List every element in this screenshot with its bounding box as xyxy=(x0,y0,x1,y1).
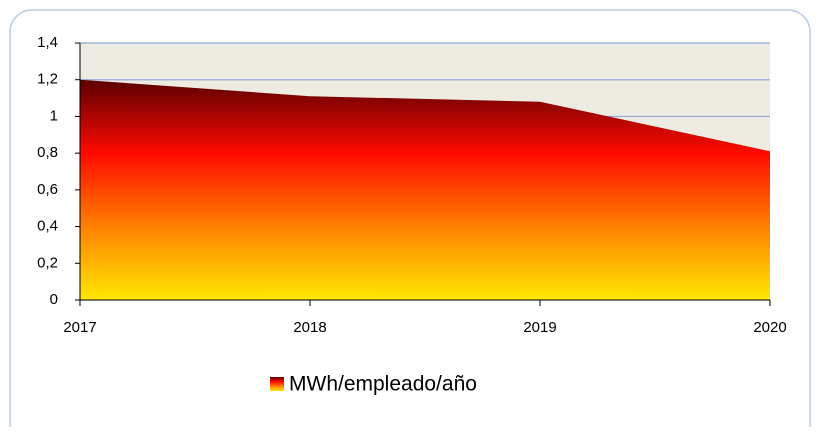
y-tick-label: 1,2 xyxy=(37,71,58,88)
area xyxy=(80,79,770,300)
legend-label: MWh/empleado/año xyxy=(289,373,477,396)
y-tick-label: 0,6 xyxy=(37,181,58,198)
y-tick-label: 1 xyxy=(50,107,58,124)
x-tick-label: 2020 xyxy=(753,319,786,336)
x-tick-label: 2019 xyxy=(523,319,556,336)
y-tick-label: 0,2 xyxy=(37,254,58,271)
legend-swatch xyxy=(270,377,284,391)
y-tick-label: 0,8 xyxy=(37,144,58,161)
x-tick-label: 2017 xyxy=(63,319,96,336)
x-tick-label: 2018 xyxy=(293,319,326,336)
y-tick-label: 0 xyxy=(50,291,58,308)
y-tick-label: 1,4 xyxy=(37,34,58,51)
y-tick-label: 0,4 xyxy=(37,218,58,235)
